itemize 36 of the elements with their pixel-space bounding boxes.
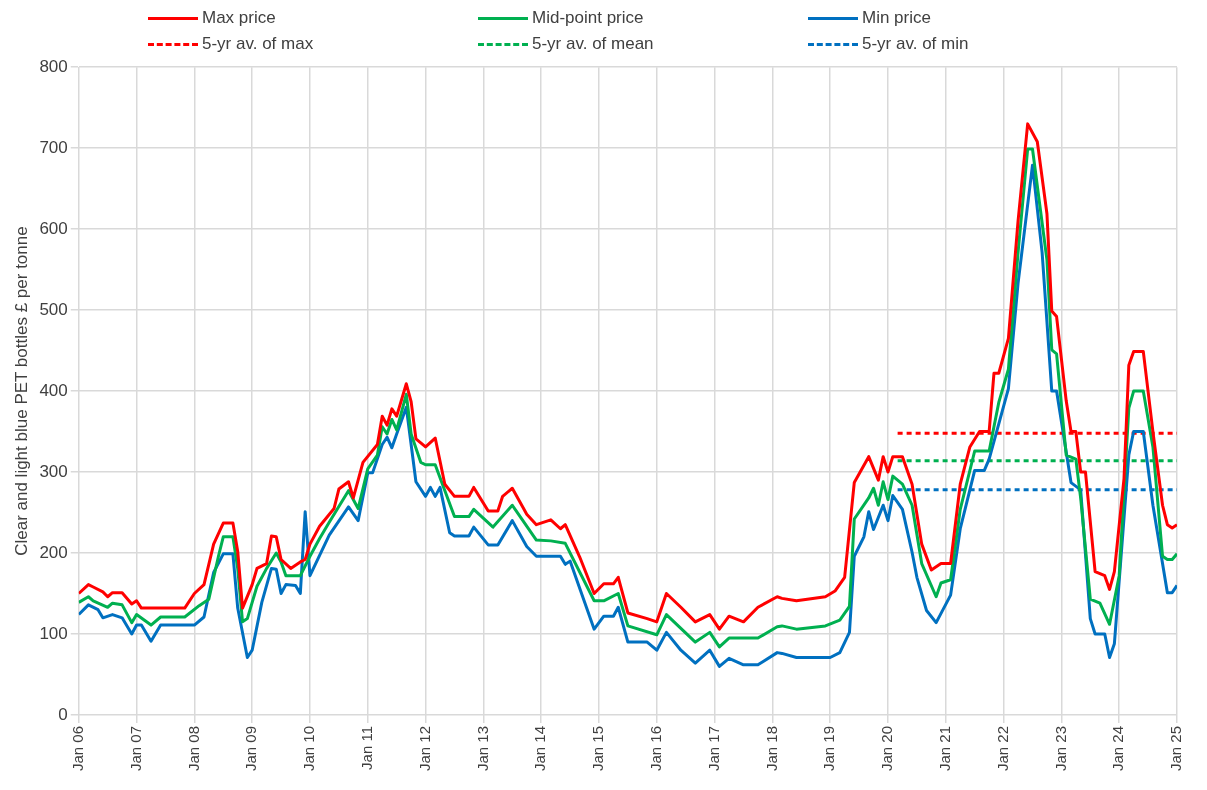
y-tick-label: 300 — [39, 461, 68, 481]
x-tick-label: Jan 15 — [589, 725, 607, 772]
x-tick-label: Jan 11 — [357, 725, 375, 770]
y-axis-title: Clear and light blue PET bottles £ per tonne — [11, 226, 31, 556]
x-tick-label: Jan 12 — [415, 725, 433, 772]
x-tick-label: Jan 07 — [126, 725, 144, 772]
x-tick-label: Jan 22 — [993, 725, 1011, 772]
x-tick-label: Jan 09 — [242, 725, 260, 772]
x-tick-label: Jan 17 — [704, 725, 722, 772]
x-tick-label: Jan 19 — [820, 725, 838, 772]
x-tick-label: Jan 16 — [646, 725, 664, 772]
x-tick-label: Jan 06 — [68, 725, 86, 772]
y-tick-label: 400 — [39, 380, 68, 400]
y-tick-label: 100 — [39, 623, 68, 643]
legend-label: Min price — [862, 8, 931, 28]
y-tick-label: 200 — [39, 542, 68, 562]
x-tick-label: Jan 18 — [762, 725, 780, 772]
x-tick-label: Jan 23 — [1051, 725, 1069, 772]
legend-label: Max price — [202, 8, 276, 28]
legend-label: Mid-point price — [532, 8, 644, 28]
x-tick-label: Jan 20 — [878, 725, 896, 772]
x-tick-label: Jan 25 — [1167, 725, 1185, 772]
y-tick-label: 0 — [58, 704, 68, 724]
y-tick-label: 700 — [39, 137, 68, 157]
x-tick-label: Jan 24 — [1109, 725, 1127, 772]
legend-label: 5-yr av. of mean — [532, 34, 654, 54]
x-tick-label: Jan 21 — [935, 725, 953, 772]
y-tick-label: 600 — [39, 218, 68, 238]
x-tick-label: Jan 08 — [184, 725, 202, 772]
x-tick-label: Jan 14 — [531, 725, 549, 772]
y-tick-label: 800 — [39, 56, 68, 76]
legend-label: 5-yr av. of max — [202, 34, 314, 54]
x-tick-label: Jan 13 — [473, 725, 491, 772]
legend-label: 5-yr av. of min — [862, 34, 969, 54]
x-tick-label: Jan 10 — [300, 725, 318, 772]
y-tick-label: 500 — [39, 299, 68, 319]
